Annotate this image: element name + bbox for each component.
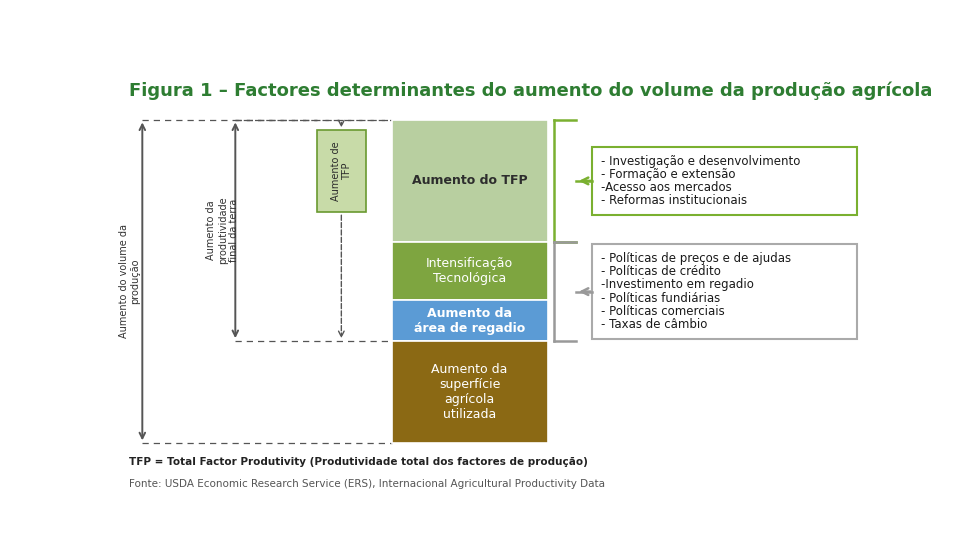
Text: Aumento do TFP: Aumento do TFP (412, 174, 527, 187)
Text: - Taxas de câmbio: - Taxas de câmbio (601, 318, 708, 331)
Bar (392, 300, 548, 341)
Text: - Políticas fundiárias: - Políticas fundiárias (601, 291, 721, 305)
Text: Aumento da
superfície
agrícola
utilizada: Aumento da superfície agrícola utilizada (431, 363, 508, 421)
Text: Aumento da
área de regadio: Aumento da área de regadio (414, 306, 525, 335)
Bar (392, 341, 548, 443)
Text: -Investimento em regadio: -Investimento em regadio (601, 278, 755, 291)
Text: - Políticas comerciais: - Políticas comerciais (601, 305, 725, 318)
Text: -Acesso aos mercados: -Acesso aos mercados (601, 181, 732, 194)
Text: - Investigação e desenvolvimento: - Investigação e desenvolvimento (601, 154, 801, 168)
Text: Intensificação
Tecnológica: Intensificação Tecnológica (426, 257, 514, 285)
Bar (592, 147, 856, 215)
Text: TFP = Total Factor Produtivity (Produtividade total dos factores de produção): TFP = Total Factor Produtivity (Produtiv… (129, 457, 588, 467)
Text: Aumento do volume da
produção: Aumento do volume da produção (119, 225, 140, 338)
Bar (592, 244, 856, 339)
Text: - Reformas institucionais: - Reformas institucionais (601, 194, 748, 207)
Bar (392, 119, 548, 242)
Text: Aumento da
produtividade
final da terra: Aumento da produtividade final da terra (206, 196, 239, 264)
Text: - Políticas de preços e de ajudas: - Políticas de preços e de ajudas (601, 252, 791, 265)
Bar (392, 242, 548, 300)
Text: - Formação e extensão: - Formação e extensão (601, 168, 736, 181)
Text: Fonte: USDA Economic Research Service (ERS), Internacional Agricultural Producti: Fonte: USDA Economic Research Service (E… (129, 479, 605, 489)
Text: - Políticas de crédito: - Políticas de crédito (601, 265, 721, 278)
Text: Figura 1 – Factores determinantes do aumento do volume da produção agrícola: Figura 1 – Factores determinantes do aum… (129, 81, 932, 100)
Bar (317, 131, 366, 212)
Text: Aumento de
TFP: Aumento de TFP (330, 142, 352, 201)
